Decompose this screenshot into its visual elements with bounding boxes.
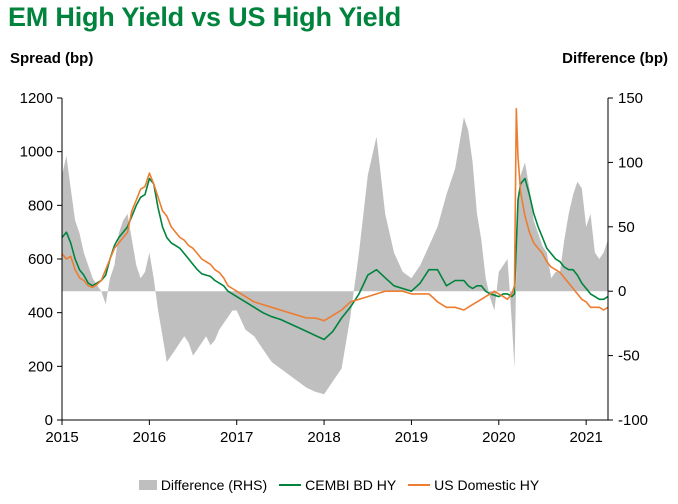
x-tick-label: 2017: [220, 429, 253, 446]
legend-swatch-us: [408, 484, 431, 486]
left-tick-label: 1000: [20, 144, 53, 161]
left-tick-label: 400: [28, 305, 53, 322]
legend-label-cembi: CEMBI BD HY: [305, 477, 397, 493]
right-tick-label: -100: [618, 412, 648, 429]
x-tick-label: 2018: [307, 429, 340, 446]
right-tick-label: 150: [618, 90, 643, 107]
left-tick-label: 800: [28, 197, 53, 214]
right-tick-label: 0: [618, 283, 626, 300]
legend-label-difference: Difference (RHS): [160, 477, 268, 493]
cembi-line: [61, 177, 609, 341]
right-axis-title: Difference (bp): [562, 50, 668, 67]
legend-swatch-cembi: [279, 484, 302, 486]
legend-item-difference: Difference (RHS): [138, 477, 268, 493]
difference-area: [62, 117, 608, 395]
x-tick-label: 2020: [482, 429, 515, 446]
legend-label-us: US Domestic HY: [434, 477, 540, 493]
left-tick-label: 1200: [20, 90, 53, 107]
chart-title: EM High Yield vs US High Yield: [8, 2, 402, 32]
x-tick-label: 2021: [569, 429, 602, 446]
legend-item-us: US Domestic HY: [408, 477, 539, 493]
left-tick-label: 200: [28, 358, 53, 375]
x-tick-label: 2019: [395, 429, 428, 446]
right-tick-label: 100: [618, 154, 643, 171]
left-axis-title: Spread (bp): [10, 50, 94, 67]
x-tick-label: 2015: [45, 429, 78, 446]
left-tick-label: 0: [45, 412, 53, 429]
right-tick-label: -50: [618, 348, 640, 365]
x-tick-label: 2016: [133, 429, 166, 446]
legend-item-cembi: CEMBI BD HY: [279, 477, 396, 493]
right-tick-label: 50: [618, 219, 635, 236]
us-domestic-line: [61, 107, 609, 322]
legend: Difference (RHS) CEMBI BD HY US Domestic…: [0, 477, 678, 493]
left-tick-label: 600: [28, 251, 53, 268]
legend-swatch-difference: [138, 480, 157, 490]
